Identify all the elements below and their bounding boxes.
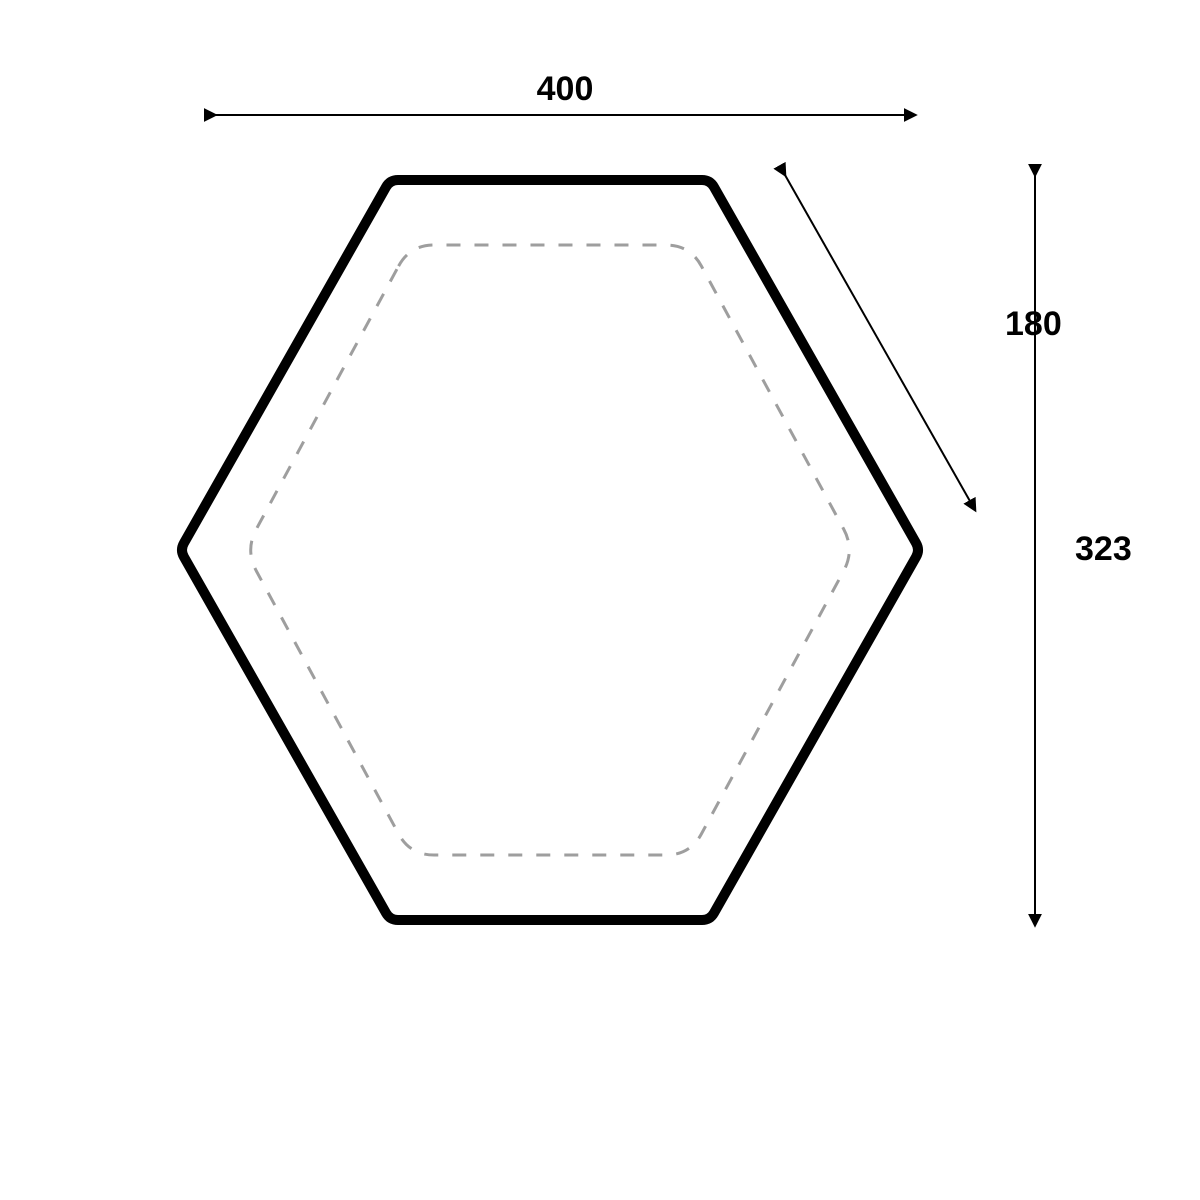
dimension-line-side xyxy=(785,175,975,510)
dimension-label-side: 180 xyxy=(1005,305,1062,343)
outer-hexagon xyxy=(182,180,918,920)
inner-hexagon-dashed xyxy=(251,245,850,855)
dimension-label-height: 323 xyxy=(1075,530,1132,568)
dimension-label-width: 400 xyxy=(537,70,594,108)
hexagon-technical-drawing: 400 180 323 xyxy=(0,0,1200,1200)
